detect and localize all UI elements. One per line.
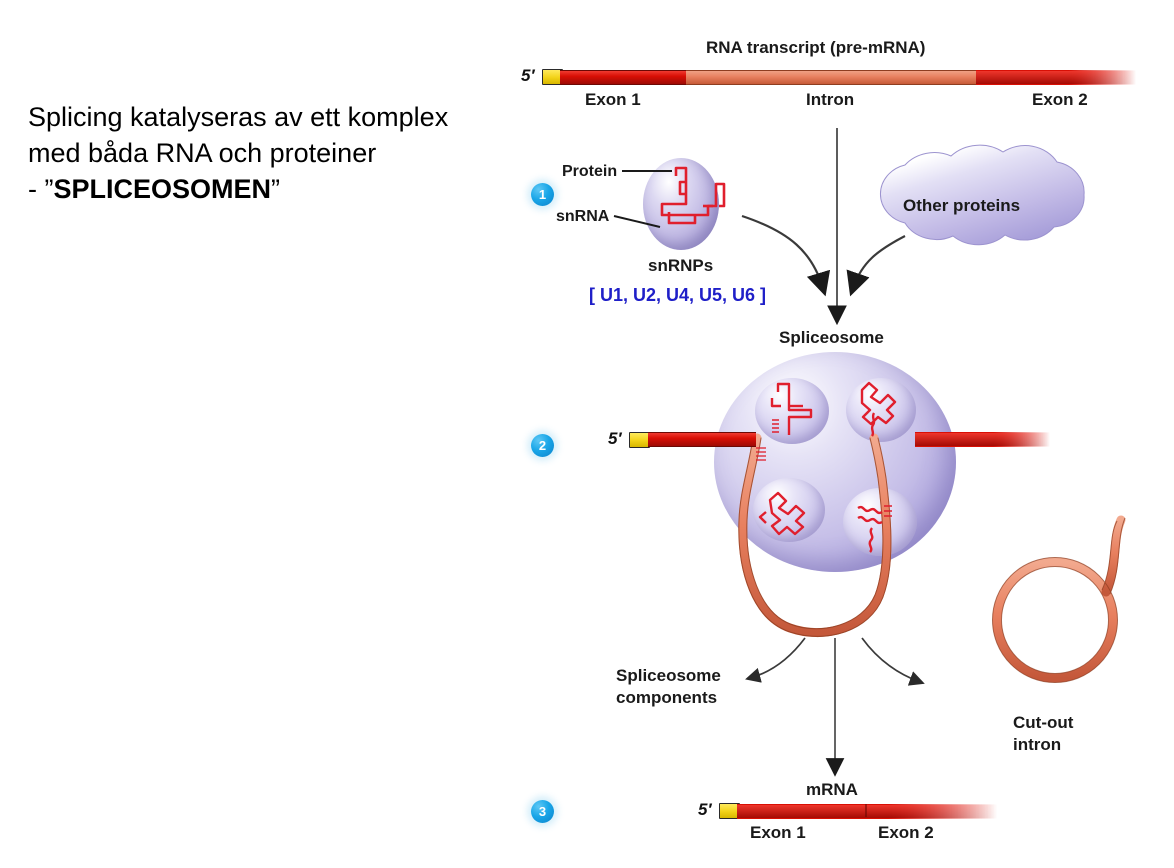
mrna-exon2-label: Exon 2 — [878, 823, 934, 842]
snrnp-subunit-1 — [755, 378, 829, 444]
spliceosome-components-label-line2: components — [616, 688, 718, 707]
caption-line-1: Splicing katalyseras av ett komplex — [28, 102, 449, 132]
other-proteins-to-spliceosome-arrow — [846, 235, 906, 297]
five-prime-label-transcript: 5′ — [521, 66, 535, 85]
caption-line-3-prefix: - ” — [28, 173, 54, 204]
mrna-label: mRNA — [806, 780, 858, 799]
cut-out-intron-label-line1: Cut-out — [1013, 713, 1074, 732]
snrnp-particle — [643, 158, 719, 250]
transcript-exon1-bar — [560, 70, 686, 85]
other-proteins-blob — [880, 144, 1085, 246]
stage2-exon1-bar — [648, 432, 756, 447]
to-cut-out-intron-arrow — [861, 637, 925, 686]
five-prime-label-mrna: 5′ — [698, 800, 712, 819]
other-proteins-label: Other proteins — [903, 196, 1021, 215]
cut-out-intron-lariat-outline — [992, 517, 1126, 683]
snrna-label: snRNA — [556, 208, 610, 225]
spliceosome-components-label-line1: Spliceosome — [616, 666, 721, 685]
snrnp-to-spliceosome-arrow — [741, 214, 831, 297]
five-prime-label-stage2: 5′ — [608, 429, 622, 448]
caption-line-2: med båda RNA och proteiner — [28, 137, 377, 168]
transcript-intron-bar — [686, 70, 976, 85]
mrna-exon-bar — [737, 804, 997, 819]
stage2-exon2-bar — [915, 432, 1050, 447]
slide-caption: Splicing katalyseras av ett komplex med … — [28, 100, 498, 208]
step-badge-3: 3 — [531, 800, 554, 823]
spliceosome-label: Spliceosome — [779, 328, 884, 347]
transcript-intron-label: Intron — [806, 90, 855, 109]
step-badge-1: 1 — [531, 183, 554, 206]
transcript-exon1-label: Exon 1 — [585, 90, 641, 109]
mrna-exon1-label: Exon 1 — [750, 823, 806, 842]
caption-line-3: - ”SPLICEOSOMEN” — [28, 172, 498, 208]
step-badge-2: 2 — [531, 434, 554, 457]
spliceosome-sphere — [714, 352, 956, 572]
snrnp-subunits-label: [ U1, U2, U4, U5, U6 ] — [589, 285, 767, 305]
snrnp-subunit-2 — [846, 378, 916, 442]
snrnp-subunit-3 — [753, 478, 825, 542]
transcript-exon2-label: Exon 2 — [1032, 90, 1088, 109]
protein-label: Protein — [562, 163, 618, 180]
caption-line-3-bold: SPLICEOSOMEN — [53, 173, 272, 204]
transcript-title: RNA transcript (pre-mRNA) — [706, 38, 926, 57]
caption-line-3-suffix: ” — [271, 173, 281, 204]
five-prime-cap-stage2 — [629, 432, 650, 448]
to-spliceosome-components-arrow — [745, 637, 806, 683]
transcript-exon2-bar — [976, 70, 1136, 85]
cut-out-intron-label-line2: intron — [1013, 735, 1062, 754]
snrnps-label: snRNPs — [648, 256, 714, 275]
snrnp-subunit-4 — [843, 488, 917, 556]
cut-out-intron-lariat — [992, 515, 1126, 683]
